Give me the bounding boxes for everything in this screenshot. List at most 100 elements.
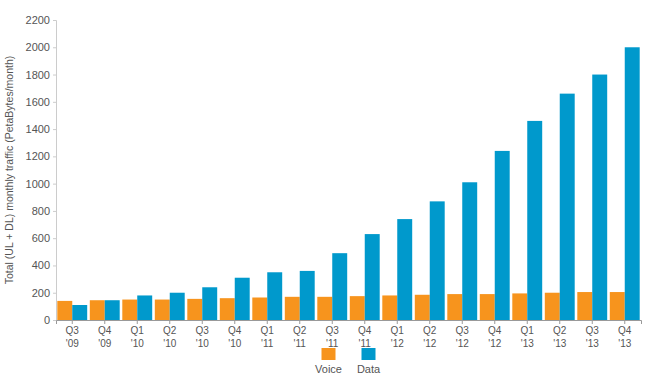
x-tick-label-line: Q2	[163, 325, 177, 336]
x-tick-label-line: '11	[261, 338, 274, 349]
x-tick-label: Q2'11	[293, 325, 307, 349]
bar	[317, 297, 332, 320]
x-tick-label-line: Q4	[618, 325, 632, 336]
x-tick-label-line: Q3	[326, 325, 340, 336]
y-tick-mark	[53, 211, 56, 212]
legend-swatch	[362, 348, 376, 360]
bar	[495, 151, 510, 320]
bar	[57, 301, 72, 320]
x-tick-label: Q4'12	[488, 325, 502, 349]
x-tick-label-line: Q1	[521, 325, 535, 336]
x-tick: Q4'09	[98, 320, 112, 349]
x-tick-label-line: Q3	[456, 325, 470, 336]
x-tick: Q1'12	[391, 320, 405, 349]
x-tick-mark	[624, 320, 625, 324]
y-tick-label: 2200	[26, 14, 50, 26]
bar	[415, 295, 430, 320]
x-tick-label: Q4'09	[98, 325, 112, 349]
bar	[72, 305, 87, 320]
x-tick: Q4'10	[228, 320, 242, 349]
y-tick: 1600	[26, 96, 56, 108]
x-tick: Q2'12	[423, 320, 437, 349]
y-tick-mark	[53, 20, 56, 21]
series-bars	[72, 47, 639, 320]
x-tick-label-line: Q4	[358, 325, 372, 336]
x-tick-label-line: '10	[196, 338, 209, 349]
x-tick-label: Q3'12	[456, 325, 470, 349]
bar	[560, 94, 575, 320]
legend-label: Voice	[315, 363, 342, 375]
bar	[480, 294, 495, 320]
bar	[300, 271, 315, 320]
x-tick-label-line: '12	[423, 338, 436, 349]
y-tick-label: 1200	[26, 150, 50, 162]
bar	[137, 295, 152, 320]
y-tick: 1000	[26, 178, 56, 190]
x-tick-label: Q2'10	[163, 325, 177, 349]
x-tick-mark	[299, 320, 300, 324]
bar	[90, 300, 105, 320]
x-tick-label-line: Q2	[423, 325, 437, 336]
x-tick: Q3'10	[196, 320, 210, 349]
x-tick-label-line: Q4	[228, 325, 242, 336]
legend-label: Data	[357, 363, 381, 375]
y-axis-line	[53, 21, 57, 321]
y-tick-mark	[53, 238, 56, 239]
plot: 0200400600800100012001400160018002000220…	[26, 14, 642, 349]
x-tick-mark	[429, 320, 430, 324]
bar	[397, 219, 412, 320]
bar	[285, 297, 300, 320]
x-tick-label-line: '13	[553, 338, 566, 349]
x-tick: Q4'11	[358, 320, 372, 349]
x-tick-mark	[527, 320, 528, 324]
x-tick-label-line: '11	[294, 338, 307, 349]
bar	[625, 47, 640, 320]
x-tick-label: Q4'13	[618, 325, 632, 349]
y-tick-mark	[53, 129, 56, 130]
y-tick-label: 200	[32, 287, 50, 299]
bar	[235, 278, 250, 320]
x-tick-mark	[267, 320, 268, 324]
y-tick: 2000	[26, 41, 56, 53]
x-tick-label: Q3'13	[586, 325, 600, 349]
x-tick-label: Q3'10	[196, 325, 210, 349]
x-tick-mark	[202, 320, 203, 324]
x-tick: Q3'11	[326, 320, 340, 349]
x-tick: Q2'13	[553, 320, 567, 349]
x-tick-label: Q4'10	[228, 325, 242, 349]
x-tick-label-line: Q2	[293, 325, 307, 336]
x-tick-label-line: '13	[618, 338, 631, 349]
x-tick-mark	[494, 320, 495, 324]
x-tick-mark	[72, 320, 73, 324]
x-tick: Q1'11	[261, 320, 275, 349]
bar	[577, 292, 592, 320]
bar	[187, 299, 202, 320]
x-tick: Q3'09	[66, 320, 80, 349]
x-tick-label-line: '10	[163, 338, 176, 349]
x-tick-mark	[137, 320, 138, 324]
x-tick-label-line: Q4	[98, 325, 112, 336]
y-tick-label: 0	[44, 314, 50, 326]
y-tick-label: 400	[32, 259, 50, 271]
x-tick: Q2'10	[163, 320, 177, 349]
y-tick-label: 800	[32, 205, 50, 217]
y-tick-mark	[53, 75, 56, 76]
bar	[545, 293, 560, 320]
y-tick: 2200	[26, 14, 56, 26]
y-axis-title: Total (UL + DL) monthly traffic (PetaByt…	[3, 56, 15, 284]
y-tick: 1800	[26, 69, 56, 81]
y-tick-label: 1800	[26, 69, 50, 81]
bar	[202, 287, 217, 320]
x-tick-label: Q1'10	[131, 325, 145, 349]
x-tick-label-line: '11	[359, 338, 372, 349]
x-tick: Q4'13	[618, 320, 632, 349]
x-tick-mark	[397, 320, 398, 324]
x-tick: Q1'13	[521, 320, 535, 349]
bar	[252, 298, 267, 321]
y-tick-mark	[53, 184, 56, 185]
x-tick-label-line: '11	[326, 338, 339, 349]
bar	[332, 253, 347, 320]
y-axis: 0200400600800100012001400160018002000220…	[26, 14, 57, 326]
x-tick: Q2'11	[293, 320, 307, 349]
y-tick-label: 2000	[26, 41, 50, 53]
